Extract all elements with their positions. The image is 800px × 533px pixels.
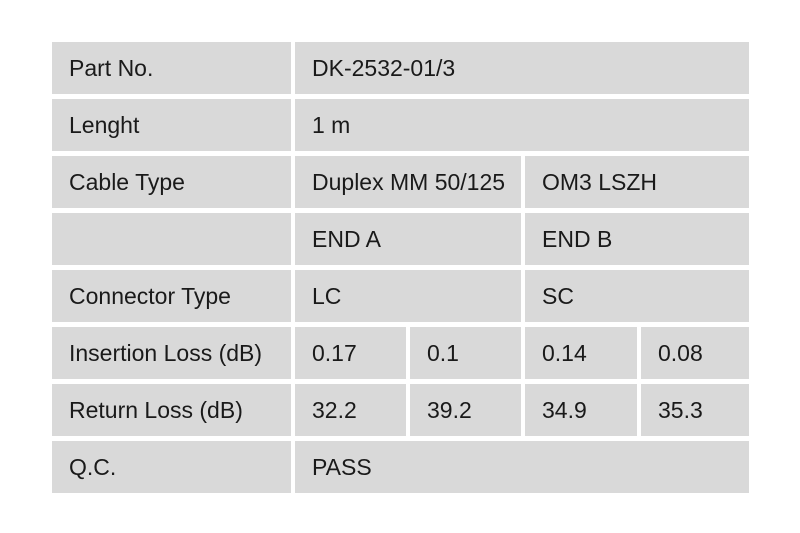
cell-value-om3-lszh: OM3 LSZH bbox=[525, 156, 749, 208]
cell-value-34-9: 34.9 bbox=[525, 384, 637, 436]
cell-value-lc: LC bbox=[295, 270, 521, 322]
cell-value-0-17: 0.17 bbox=[295, 327, 406, 379]
cell-value-35-3: 35.3 bbox=[641, 384, 749, 436]
cell-value-end-a: END A bbox=[295, 213, 521, 265]
spec-table: Part No. DK-2532-01/3 Lenght 1 m Cable Type D… bbox=[52, 42, 749, 493]
cell-label-connector-type: Connector Type bbox=[52, 270, 291, 322]
cell-label-lenght: Lenght bbox=[52, 99, 291, 151]
cell-label-return-loss-db: Return Loss (dB) bbox=[52, 384, 291, 436]
cell-label-row-4-empty bbox=[52, 213, 291, 265]
cell-label-cable-type: Cable Type bbox=[52, 156, 291, 208]
cell-value-1-m: 1 m bbox=[295, 99, 749, 151]
cell-label-q-c: Q.C. bbox=[52, 441, 291, 493]
cell-value-sc: SC bbox=[525, 270, 749, 322]
cell-label-part-no: Part No. bbox=[52, 42, 291, 94]
cell-value-0-08: 0.08 bbox=[641, 327, 749, 379]
cell-value-0-14: 0.14 bbox=[525, 327, 637, 379]
cell-value-dk-2532-01-3: DK-2532-01/3 bbox=[295, 42, 749, 94]
cell-value-duplex-mm-50-125: Duplex MM 50/125 bbox=[295, 156, 521, 208]
cell-value-end-b: END B bbox=[525, 213, 749, 265]
cell-value-39-2: 39.2 bbox=[410, 384, 521, 436]
cell-value-0-1: 0.1 bbox=[410, 327, 521, 379]
cell-label-insertion-loss-db: Insertion Loss (dB) bbox=[52, 327, 291, 379]
cell-value-pass: PASS bbox=[295, 441, 749, 493]
cell-value-32-2: 32.2 bbox=[295, 384, 406, 436]
